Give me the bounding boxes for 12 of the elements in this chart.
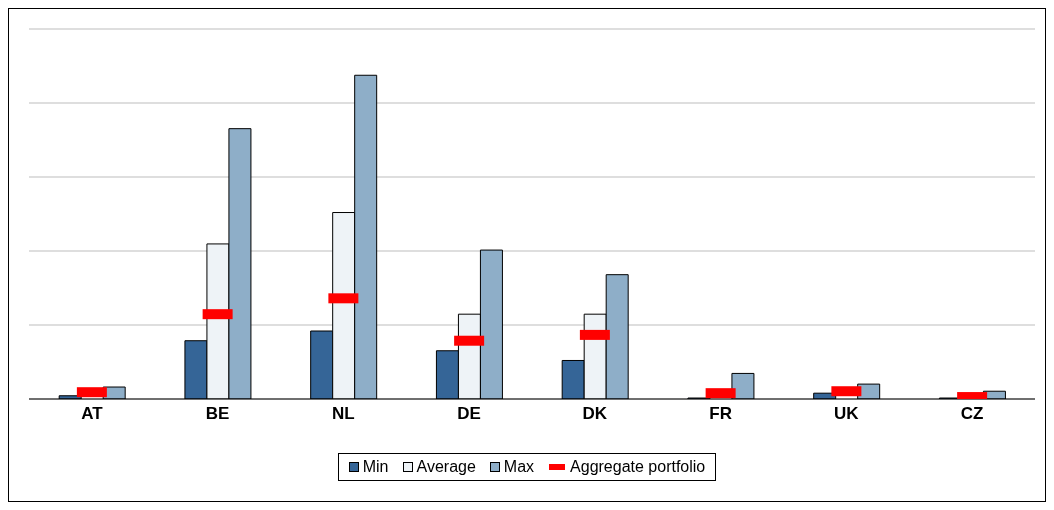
x-tick-label: UK xyxy=(834,404,860,424)
x-tick-label: NL xyxy=(332,404,355,424)
x-tick-label: AT xyxy=(81,404,104,424)
x-tick-label: CZ xyxy=(960,404,984,424)
x-tick-label: FR xyxy=(709,404,732,424)
x-tick-label: BE xyxy=(205,404,230,424)
legend-label: Max xyxy=(503,458,535,476)
x-tick-label: DK xyxy=(582,404,608,424)
legend-label: Average xyxy=(416,458,476,476)
legend-label: Aggregate portfolio xyxy=(570,458,706,476)
legend-label: Min xyxy=(362,458,389,476)
x-tick-label: DE xyxy=(457,404,481,424)
